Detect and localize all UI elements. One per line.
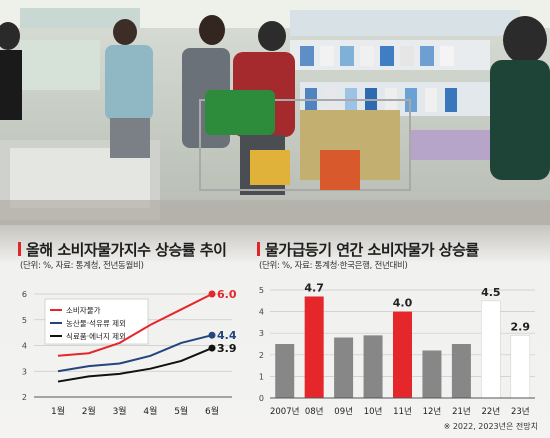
series-line (57, 334, 213, 373)
y-tick-label: 3 (259, 329, 264, 338)
data-label: 4.4 (217, 329, 237, 342)
x-tick-label: 2007년 (270, 406, 299, 417)
data-label: 4.5 (481, 286, 501, 299)
bar (363, 335, 383, 398)
bar (334, 337, 354, 398)
y-tick-label: 0 (259, 394, 264, 403)
x-tick-label: 10년 (364, 406, 383, 417)
data-label: 4.0 (393, 297, 413, 310)
series-line (57, 347, 213, 383)
x-tick-label: 2월 (82, 405, 96, 417)
series-line (57, 293, 213, 357)
data-label: 3.9 (217, 342, 237, 355)
y-tick-label: 1 (259, 372, 264, 381)
x-tick-label: 3월 (113, 405, 127, 417)
bar (481, 300, 501, 399)
bar (510, 335, 531, 399)
y-tick-label: 5 (259, 286, 264, 295)
right-panel-title: 물가급등기 연간 소비자물가 상승률 (257, 239, 479, 260)
y-tick-label: 3 (22, 367, 27, 376)
title-accent-bar (257, 242, 260, 256)
data-label: 2.9 (511, 320, 531, 333)
y-tick-label: 5 (22, 316, 27, 325)
right-panel-subtitle: (단위: %, 자료: 통계청·한국은행, 전년대비) (259, 261, 408, 271)
data-label: 4.7 (304, 281, 324, 294)
bar (422, 350, 442, 398)
x-tick-label: 4월 (143, 405, 157, 417)
x-tick-label: 22년 (482, 406, 501, 417)
y-tick-label: 2 (259, 351, 264, 360)
series-end-point (208, 331, 216, 339)
legend-label: 농산물·석유류 제외 (66, 318, 126, 328)
x-tick-label: 6월 (205, 405, 219, 417)
title-accent-bar (18, 242, 21, 256)
legend-label: 소비자물가 (66, 306, 101, 315)
x-tick-label: 08년 (305, 406, 324, 417)
bar (275, 344, 295, 398)
y-tick-label: 4 (259, 308, 264, 317)
y-tick-label: 4 (22, 342, 27, 351)
left-panel-title: 올해 소비자물가지수 상승률 추이 (18, 239, 227, 260)
y-tick-label: 6 (22, 290, 27, 299)
left-panel-subtitle: (단위: %, 자료: 통계청, 전년동월비) (20, 261, 144, 271)
bar (451, 344, 471, 398)
series-end-point (208, 290, 216, 298)
legend-label: 식료품·에너지 제외 (66, 331, 126, 341)
x-tick-label: 12년 (423, 406, 442, 417)
x-tick-label: 5월 (174, 405, 188, 417)
bar (393, 311, 412, 398)
bar (304, 296, 324, 398)
x-tick-label: 09년 (334, 406, 353, 417)
x-tick-label: 23년 (511, 406, 530, 417)
x-tick-label: 21년 (452, 406, 471, 417)
data-label: 6.0 (217, 288, 237, 301)
footnote: ※ 2022, 2023년은 전망치 (443, 422, 538, 431)
x-tick-label: 1월 (51, 405, 65, 417)
x-tick-label: 11년 (393, 406, 412, 417)
series-end-point (208, 344, 216, 352)
y-tick-label: 2 (22, 393, 27, 402)
